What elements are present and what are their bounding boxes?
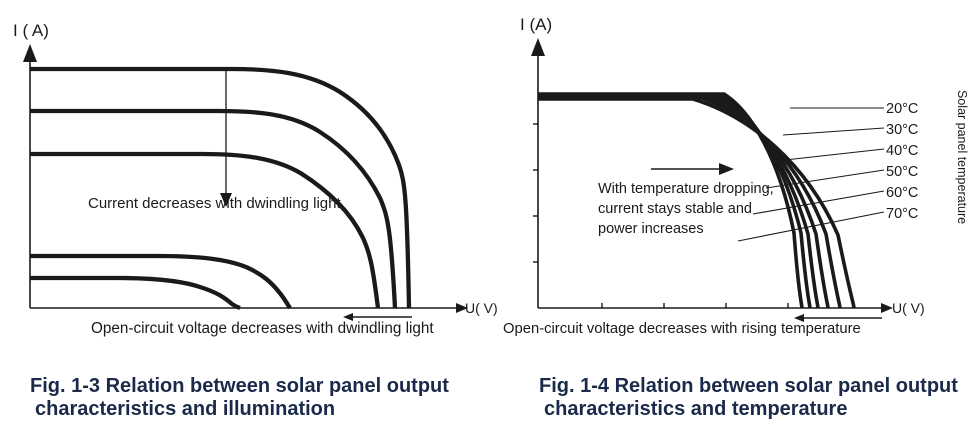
svg-text:U( V): U( V) <box>892 300 925 316</box>
svg-text:U( V): U( V) <box>465 300 498 316</box>
svg-text:Current decreases with dwindli: Current decreases with dwindling light <box>88 195 341 212</box>
svg-text:Fig. 1-4 Relation between sola: Fig. 1-4 Relation between solar panel ou… <box>539 375 958 397</box>
svg-text:70°C: 70°C <box>886 206 918 222</box>
svg-text:20°C: 20°C <box>886 101 918 117</box>
svg-text:60°C: 60°C <box>886 185 918 201</box>
svg-text:I ( A): I ( A) <box>13 21 49 40</box>
svg-text:Fig. 1-3 Relation between sola: Fig. 1-3 Relation between solar panel ou… <box>30 375 449 397</box>
svg-text:With temperature dropping,: With temperature dropping, <box>598 181 774 197</box>
svg-text:characteristics and illuminati: characteristics and illumination <box>35 398 335 420</box>
svg-text:current stays stable and: current stays stable and <box>598 201 752 217</box>
svg-text:characteristics and temperatur: characteristics and temperature <box>544 398 847 420</box>
svg-text:40°C: 40°C <box>886 143 918 159</box>
svg-text:I (A): I (A) <box>520 15 552 34</box>
svg-text:50°C: 50°C <box>886 164 918 180</box>
svg-text:Open-circuit voltage decreases: Open-circuit voltage decreases with risi… <box>503 321 861 337</box>
svg-text:Open-circuit voltage decreases: Open-circuit voltage decreases with dwin… <box>91 320 434 337</box>
svg-text:power increases: power increases <box>598 221 704 237</box>
svg-text:30°C: 30°C <box>886 122 918 138</box>
svg-text:Solar panel temperature: Solar panel temperature <box>955 90 969 224</box>
